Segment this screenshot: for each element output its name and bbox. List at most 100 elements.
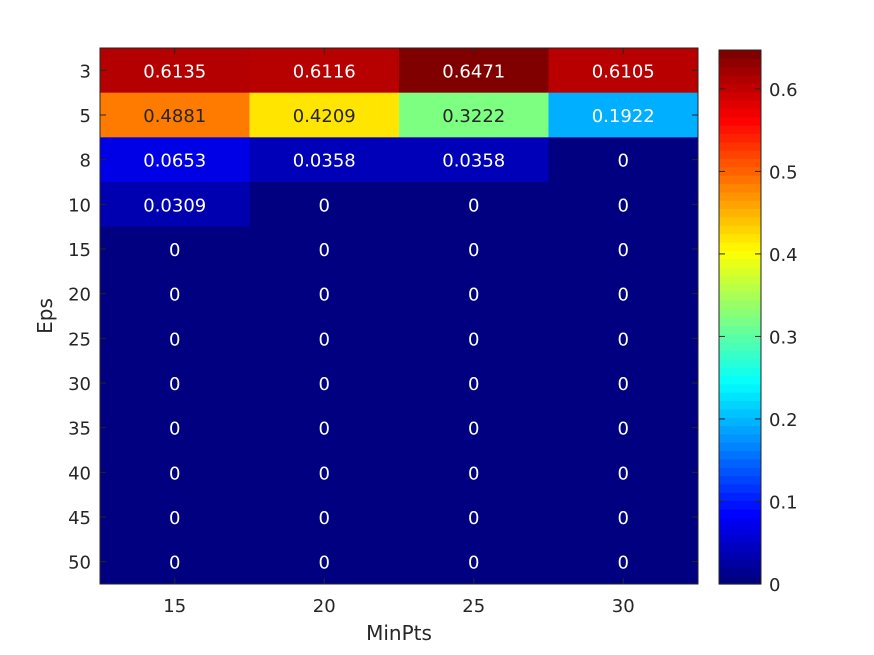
heatmap-cell [100,226,250,272]
cell-value-label: 0 [618,508,629,529]
cell-value-label: 0 [468,463,479,484]
colorbar-segment [719,358,761,368]
colorbar-segment [719,433,761,443]
colorbar-segment [719,300,761,310]
y-tick-label: 30 [68,374,91,395]
cell-value-label: 0 [169,463,180,484]
cell-value-label: 0 [468,329,479,350]
colorbar-segment [719,216,761,226]
cell-value-label: 0 [319,374,330,395]
heatmap-cell [100,271,250,317]
colorbar-ticks: 0 0.1 0.2 0.3 0.4 0.5 0.6 [719,80,798,596]
colorbar-segment [719,150,761,160]
cell-value-label: 0 [319,463,330,484]
heatmap-cell [399,316,549,362]
colorbar-segment [719,66,761,76]
heatmap-cell [100,48,250,94]
cell-value-label: 0 [319,285,330,306]
heatmap-cell [249,137,400,183]
heatmap-cell [548,48,699,94]
cell-value-label: 0 [618,329,629,350]
colorbar-segment [719,408,761,418]
x-tick-label: 30 [612,596,635,617]
colorbar-segment [719,83,761,93]
y-tick-label: 10 [68,195,91,216]
colorbar-segment [719,50,761,59]
cell-value-label: 0 [169,374,180,395]
colorbar-segment [719,558,761,568]
colorbar-segment [719,342,761,351]
colorbar-segment [719,567,761,577]
colorbar-segment [719,58,761,68]
colorbar-segment [719,283,761,293]
heatmap-cell [548,405,699,451]
cell-value-label: 0 [468,240,479,261]
colorbar-segment [719,425,761,435]
heatmap-cell [399,226,549,272]
colorbar-tick-label: 0.1 [769,492,798,513]
colorbar-segment [719,250,761,260]
cell-value-label: 0 [319,329,330,350]
heatmap-cell [100,539,250,585]
heatmap-cell [399,450,549,496]
cell-value-label: 0 [319,419,330,440]
plot-frame [99,47,699,585]
colorbar-segment [719,542,761,552]
colorbar-tick-label: 0.5 [769,162,798,183]
cell-value-label: 0 [169,508,180,529]
cell-value-label: 0.0309 [143,195,206,216]
cell-value-label: 0 [169,285,180,306]
y-tick-label: 45 [68,508,91,529]
colorbar-segment [719,325,761,335]
cell-value-label: 0 [319,553,330,574]
heatmap-cell [249,271,400,317]
cell-value-label: 0 [169,419,180,440]
heatmap-cell [548,92,699,138]
cell-value-label: 0 [169,329,180,350]
cell-value-label: 0 [468,419,479,440]
colorbar-tick-label: 0.6 [769,80,798,101]
colorbar-segment [719,400,761,410]
colorbar-segment [719,116,761,126]
heatmap-cell [249,450,400,496]
colorbar-tick-label: 0.2 [769,410,798,431]
cell-value-label: 0.6116 [293,61,356,82]
colorbar [719,50,761,585]
y-tick-label: 35 [68,419,91,440]
heatmap-cell [100,450,250,496]
colorbar-segment [719,467,761,477]
x-tick-label: 15 [163,596,186,617]
colorbar-segment [719,375,761,385]
cell-value-label: 0 [618,151,629,172]
heatmap-cell [100,494,250,540]
heatmap-cell [548,271,699,317]
cell-value-label: 0 [468,553,479,574]
colorbar-segment [719,275,761,285]
colorbar-frame [718,49,762,585]
cell-value-label: 0 [468,508,479,529]
heatmap-cell [249,226,400,272]
x-axis-label: MinPts [366,621,432,645]
colorbar-segment [719,383,761,393]
colorbar-segment [719,458,761,468]
heatmap-cell [548,137,699,183]
colorbar-segment [719,317,761,326]
y-axis-label: Eps [33,298,57,334]
colorbar-tick-label: 0.3 [769,327,798,348]
heatmap-cell [399,182,549,228]
cell-value-label: 0 [618,240,629,261]
heatmap-cell [399,539,549,585]
heatmap-cell [249,92,400,138]
colorbar-segment [719,517,761,527]
y-tick-label: 5 [80,106,91,127]
cell-value-label: 0 [618,195,629,216]
colorbar-segment [719,200,761,210]
colorbar-segment [719,191,761,201]
colorbar-segment [719,508,761,518]
colorbar-segment [719,141,761,151]
cell-value-labels: 0.6135 0.6116 0.6471 0.6105 0.4881 0.4209 0.32… [143,61,654,573]
y-tick-label: 50 [68,553,91,574]
y-tick-label: 3 [80,61,91,82]
